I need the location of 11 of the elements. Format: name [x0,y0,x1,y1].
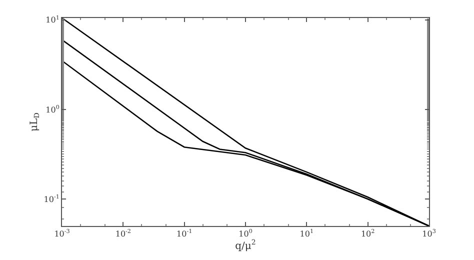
y-tick-label: 10$^{-1}$ [44,193,60,204]
y-tick-label: 10$^{1}$ [46,14,60,25]
y-tick-label: 10$^{0}$ [46,104,60,114]
x-tick-label: 10$^{0}$ [238,228,253,239]
x-tick-label: 10$^{-2}$ [115,228,132,239]
x-tick-label: 10$^{-3}$ [54,228,70,239]
x-tick-label: 10$^{2}$ [360,228,376,239]
x-tick-label: 10$^{3}$ [422,228,436,239]
x-axis-title: q/μ$^{2}$ [235,238,256,252]
x-tick-label: 10$^{1}$ [300,228,314,239]
x-tick-label: 10$^{-1}$ [176,228,192,239]
